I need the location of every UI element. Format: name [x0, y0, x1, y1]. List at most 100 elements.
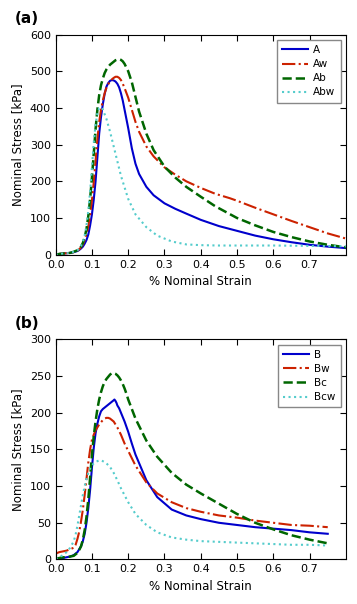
Bc: [81, 536, 85, 543]
Line: Bc: Bc: [56, 373, 328, 559]
Abw: [111, 143, 116, 150]
Abw: [86, 207, 90, 214]
Abw: [54, 251, 58, 259]
Ab: [144, 130, 149, 137]
Bc: [110, 370, 114, 377]
Bc: [184, 481, 188, 488]
Abw: [170, 238, 174, 245]
Abw: [155, 232, 159, 239]
Bc: [121, 381, 125, 388]
B: [155, 493, 159, 501]
A: [144, 183, 149, 190]
Bw: [119, 431, 123, 439]
B: [74, 550, 78, 557]
Bw: [184, 504, 188, 512]
Aw: [344, 235, 348, 242]
Bcw: [307, 541, 312, 548]
Bw: [235, 514, 239, 521]
Bc: [99, 388, 103, 396]
Legend: B, Bw, Bc, Bcw: B, Bw, Bc, Bcw: [278, 344, 341, 408]
Bw: [253, 517, 257, 524]
Y-axis label: Nominal Stress [kPa]: Nominal Stress [kPa]: [11, 83, 24, 206]
Bw: [155, 490, 159, 497]
Bw: [102, 415, 107, 422]
B: [115, 402, 120, 409]
Bcw: [198, 538, 203, 545]
Bw: [307, 522, 312, 529]
Bc: [94, 418, 98, 425]
Bc: [97, 396, 101, 403]
Bw: [92, 431, 96, 439]
Bw: [133, 462, 137, 469]
B: [170, 506, 174, 513]
B: [111, 397, 116, 404]
Bcw: [84, 475, 89, 483]
B: [112, 396, 117, 403]
Bw: [111, 418, 116, 425]
Bw: [88, 446, 92, 453]
Bw: [271, 519, 276, 527]
Bc: [61, 554, 65, 561]
Aw: [289, 217, 293, 225]
Bc: [144, 437, 149, 444]
Bcw: [217, 538, 221, 545]
B: [101, 405, 105, 413]
A: [130, 145, 134, 152]
Abw: [126, 195, 130, 202]
Bw: [97, 421, 101, 428]
Bc: [101, 383, 105, 390]
B: [99, 408, 103, 415]
Bw: [122, 440, 127, 447]
Bc: [111, 370, 116, 377]
Bw: [75, 535, 80, 542]
Bc: [64, 554, 69, 561]
Abw: [61, 250, 65, 257]
Bw: [114, 421, 118, 428]
Bw: [101, 416, 105, 423]
Bc: [75, 549, 80, 556]
X-axis label: % Nominal Strain: % Nominal Strain: [149, 580, 252, 593]
Bw: [90, 436, 94, 443]
B: [61, 554, 65, 562]
Bw: [74, 541, 78, 548]
Bc: [102, 378, 107, 385]
Bc: [72, 552, 76, 559]
B: [184, 512, 188, 519]
Bc: [114, 370, 118, 378]
Bc: [126, 396, 130, 403]
Abw: [104, 115, 109, 123]
Bc: [82, 527, 87, 534]
Bcw: [184, 536, 188, 543]
Bc: [130, 405, 134, 413]
Abw: [72, 248, 76, 255]
Bw: [198, 508, 203, 515]
Bc: [235, 510, 239, 518]
Bcw: [99, 457, 103, 464]
Bcw: [81, 491, 85, 498]
Abw: [133, 211, 137, 218]
Bcw: [79, 501, 83, 509]
B: [64, 554, 69, 561]
A: [84, 236, 89, 243]
B: [106, 401, 110, 408]
Bc: [253, 519, 257, 527]
B: [84, 519, 89, 527]
Ab: [344, 244, 348, 251]
Bc: [90, 452, 94, 459]
Abw: [198, 242, 203, 249]
B: [114, 397, 118, 405]
Bw: [104, 414, 109, 422]
Bw: [84, 475, 89, 483]
B: [92, 445, 96, 452]
Ab: [92, 150, 96, 158]
Bcw: [253, 540, 257, 547]
Line: Ab: Ab: [56, 59, 346, 255]
Bcw: [155, 528, 159, 536]
Bcw: [133, 510, 137, 518]
Bc: [68, 553, 72, 560]
Ab: [94, 126, 98, 133]
Abw: [108, 128, 112, 135]
Bw: [81, 506, 85, 513]
Bc: [95, 405, 100, 413]
Line: Abw: Abw: [56, 107, 346, 255]
